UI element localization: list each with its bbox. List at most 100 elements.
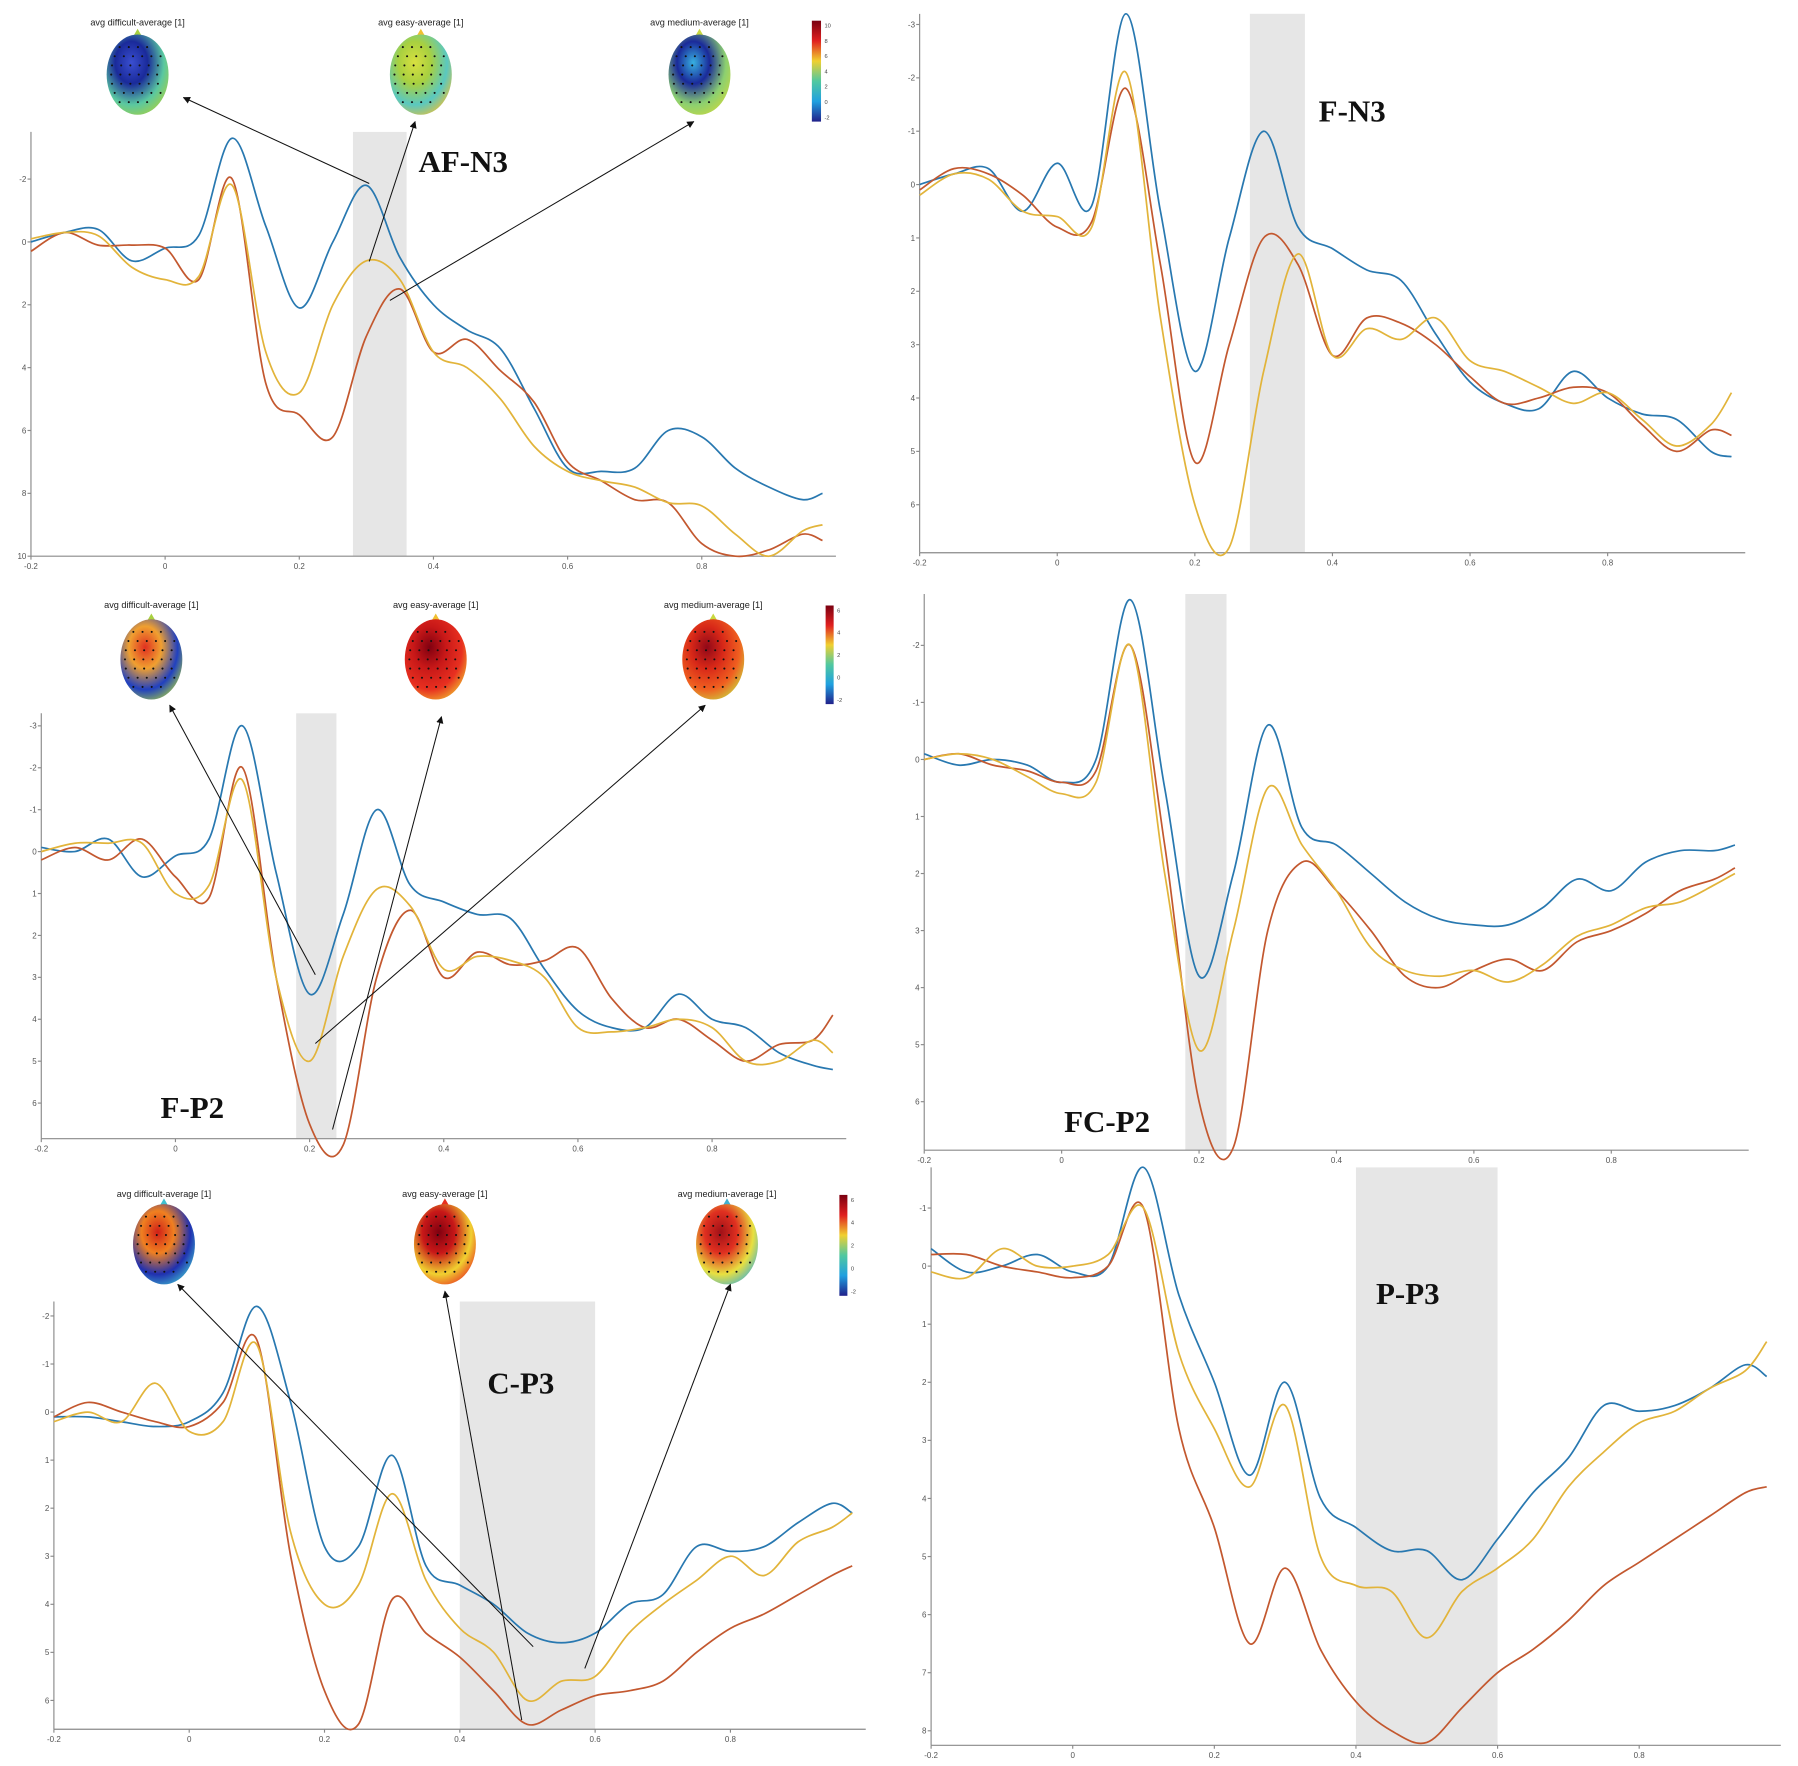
colorbar-tick-label: 6 [851,1198,854,1204]
erp-panel-fc-p2: -2 -1 0 1 2 3 4 5 6 -0.2 0 0.2 0.4 0.6 0.8 FC-P2 [912,594,1749,1165]
x-tick-label: 0 [1070,1751,1075,1760]
electrode-dot [691,82,694,85]
topomap-difficult: avg difficult-average [1] [104,600,199,700]
electrode-dot [736,1243,739,1246]
electrode-dot [156,82,159,85]
electrode-dot [735,1215,738,1218]
series-line-difficult [923,598,1736,979]
electrode-dot [164,1252,167,1255]
electrode-dot [430,1224,433,1227]
electrode-dot [131,55,135,58]
electrode-dot [144,1270,148,1273]
y-tick-label: 2 [922,1378,927,1387]
electrode-dot [420,101,423,104]
electrode-dot [427,1233,430,1237]
electrode-dot [444,1215,447,1218]
electrode-dot [140,1261,143,1264]
y-tick-label: 2 [22,301,27,310]
series-line-easy [930,1204,1768,1639]
electrode-dot [463,1243,466,1246]
series-line-difficult [30,137,823,501]
electrode-dot [424,55,427,58]
scalp-map [682,619,745,700]
topomap-label: avg difficult-average [1] [117,1189,211,1199]
electrode-dot [439,640,442,643]
y-tick-label: 4 [45,1600,50,1609]
electrode-dot [144,1215,148,1218]
electrode-dot [695,649,698,652]
electrode-dot [435,630,438,633]
colorbar-tick-label: 2 [851,1244,854,1250]
electrode-dot [436,667,439,670]
electrode-dot [672,73,675,76]
x-tick-label: 0.4 [428,562,440,571]
electrode-dot [410,46,414,49]
electrode-dot [402,73,405,76]
electrode-dot [418,1252,421,1255]
electrode-dot [689,46,692,49]
electrode-dot [420,1261,424,1264]
electrode-dot [152,667,155,670]
electrode-dot [716,676,719,679]
series-line-medium [40,766,834,1158]
electrode-dot [454,1243,457,1246]
series-line-medium [919,87,1732,465]
x-tick-label: -0.2 [24,562,38,571]
electrode-dot [730,1261,733,1264]
electrode-dot [113,91,116,94]
topomap-medium: avg medium-average [1] [678,1189,776,1285]
y-tick-label: 2 [911,287,916,296]
y-tick-label: 5 [922,1552,927,1561]
electrode-dot [430,64,433,67]
x-tick-label: 0.8 [1634,1751,1646,1760]
electrode-dot [138,64,141,67]
electrode-dot [122,55,125,58]
electrode-dot [110,73,113,76]
electrode-dot [418,667,421,670]
topomap-label: avg easy-average [1] [393,600,479,610]
topomap-label: avg medium-average [1] [664,600,763,610]
shaded-time-window [352,131,407,557]
electrode-dot [163,1270,166,1273]
electrode-dot [712,1261,715,1264]
electrode-dot [420,640,424,643]
y-tick-label: 6 [32,1099,37,1108]
electrode-dot [699,1243,702,1246]
electrode-dot [417,658,420,661]
electrode-dot [137,73,140,76]
electrode-dot [439,1224,442,1227]
electrode-dot [129,82,132,85]
topomap-medium: avg medium-average [1] [664,600,763,700]
series-line-easy [919,70,1733,557]
y-tick-label: 0 [922,1262,927,1271]
scalp-map [106,34,169,115]
electrode-dot [442,91,445,94]
electrode-dot [393,73,396,76]
x-tick-label: 0.4 [438,1144,450,1153]
scalp-map [133,1204,195,1285]
series-line-easy [30,183,823,558]
topomap-label: avg difficult-average [1] [104,600,199,610]
x-tick-label: 0.6 [590,1735,602,1744]
electrode-dot [425,1270,428,1273]
electrode-dot [127,101,130,104]
electrode-dot [430,82,433,85]
colorbar-tick-label: 2 [837,653,840,659]
electrode-dot [159,630,162,633]
electrode-dot [420,1224,424,1227]
electrode-dot [406,55,409,58]
electrode-dot [133,658,136,661]
electrode-dot [173,640,176,643]
electrode-dot [170,649,173,652]
electrode-dot [694,630,697,633]
electrode-dot [703,1261,706,1264]
y-tick-label: 5 [915,1041,920,1050]
x-tick-label: 0.2 [304,1144,316,1153]
electrode-dot [150,685,153,688]
erp-panel-f-p2: -3 -2 -1 0 1 2 3 4 5 6 -0.2 0 0.2 0.4 0.6 0.8 F-P2 avg di… [30,600,847,1158]
electrode-dot [709,64,712,67]
y-tick-label: 1 [922,1320,927,1329]
electrode-dot [131,91,135,94]
electrode-dot [128,73,131,76]
electrode-dot [445,667,448,670]
